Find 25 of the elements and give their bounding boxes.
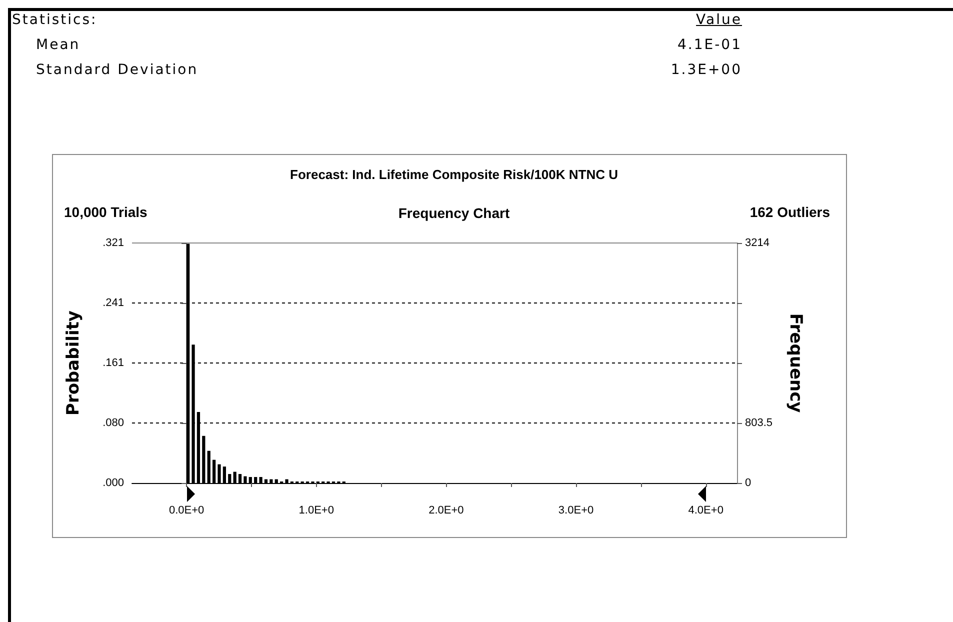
text: 4.1E-01: [678, 37, 742, 53]
chart-subtitle: Frequency Chart: [398, 205, 510, 221]
x-tick-label: 4.0E+0: [688, 504, 724, 516]
text: 10,000 Trials: [64, 204, 148, 220]
text: 1.3E+00: [670, 62, 742, 78]
y2-axis-title: Frequency: [786, 313, 806, 413]
chart-title: Forecast: Ind. Lifetime Composite Risk/100K NTNC U: [290, 167, 618, 182]
y-tick-label: .000: [102, 477, 124, 489]
x-tick-label: 3.0E+0: [558, 504, 594, 516]
x-tick-label: 1.0E+0: [298, 504, 334, 516]
x-tick-label: 2.0E+0: [428, 504, 464, 516]
y-tick-label: .321: [102, 237, 124, 249]
text: Mean: [36, 37, 80, 53]
y-tick-label: .161: [102, 357, 124, 369]
text: Value: [696, 12, 742, 28]
y-axis-title: Probability: [64, 310, 84, 416]
y-tick-label: .241: [102, 297, 124, 309]
text: Statistics:: [12, 12, 98, 28]
x-tick-label: 0.0E+0: [168, 504, 204, 516]
y2-tick-label: 0: [745, 477, 752, 489]
text: Standard Deviation: [36, 62, 198, 78]
y2-tick-label: 3214: [745, 237, 770, 249]
y2-tick-label: 803.5: [745, 417, 773, 429]
text: 162 Outliers: [750, 204, 830, 220]
y-tick-label: .080: [102, 417, 124, 429]
